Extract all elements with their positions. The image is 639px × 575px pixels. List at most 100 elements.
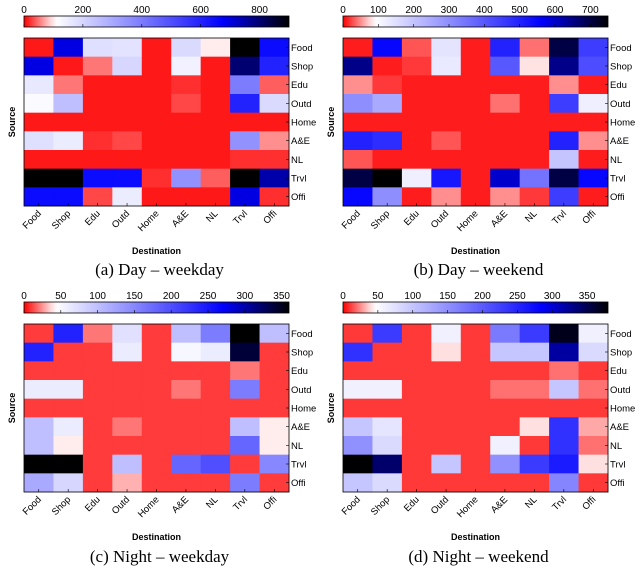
heatmap-cell	[200, 436, 231, 456]
heatmap-cell	[112, 187, 143, 207]
y-axis-label: Source	[7, 393, 17, 424]
y-tick-label: Shop	[610, 62, 632, 73]
heatmap-cell	[519, 187, 550, 207]
heatmap-cell	[372, 168, 403, 188]
heatmap-cell	[112, 324, 143, 344]
heatmap-cell	[171, 361, 202, 381]
heatmap-cell	[372, 38, 403, 58]
heatmap-cell	[490, 361, 521, 381]
heatmap-cell	[112, 112, 143, 132]
x-tick-label: Shop	[369, 208, 392, 231]
heatmap-cell	[578, 131, 609, 151]
heatmap-cell	[24, 168, 54, 188]
heatmap-cell	[401, 131, 432, 151]
y-tick-label: Outd	[291, 99, 312, 110]
x-tick-label: Food	[340, 208, 363, 231]
y-tick-label: Shop	[291, 62, 313, 73]
heatmap-cell	[490, 38, 521, 58]
heatmap-cell	[200, 187, 231, 207]
heatmap-cell	[460, 417, 491, 437]
heatmap-cell	[171, 324, 202, 344]
heatmap-cell	[82, 324, 113, 344]
colorbar-tick-label: 100	[89, 291, 106, 302]
heatmap-cell	[578, 94, 609, 114]
heatmap-cell	[24, 324, 54, 344]
heatmap-cell	[343, 324, 373, 344]
heatmap-cell	[343, 112, 373, 132]
y-tick-label: Home	[610, 118, 635, 129]
heatmap-cell	[343, 56, 373, 76]
heatmap-cell	[82, 150, 113, 170]
heatmap-cell	[519, 38, 550, 58]
heatmap-cell	[578, 324, 609, 344]
x-tick-label: NL	[204, 494, 220, 510]
y-tick-label: Home	[610, 404, 635, 415]
heatmap-cell	[141, 131, 172, 151]
y-tick-label: Food	[291, 329, 313, 340]
heatmap-cell	[343, 436, 373, 456]
heatmap-cell	[230, 187, 260, 207]
heatmap-cell	[490, 436, 521, 456]
heatmap-cell	[112, 75, 143, 95]
heatmap-cell	[200, 168, 231, 188]
x-tick-label: Food	[21, 208, 44, 231]
heatmap-cell	[259, 398, 290, 418]
colorbar-tick-label: 300	[544, 291, 561, 302]
heatmap-cell	[230, 324, 260, 344]
heatmap-cell	[82, 187, 113, 207]
heatmap-cell	[171, 94, 202, 114]
heatmap-cell	[578, 342, 609, 362]
x-tick-label: A&E	[170, 494, 191, 515]
colorbar-tick-label: 0	[340, 291, 346, 302]
y-tick-label: A&E	[610, 136, 629, 147]
heatmap-cell	[431, 380, 462, 400]
colorbar-tick-label: 600	[547, 5, 564, 16]
heatmap-cell	[460, 112, 491, 132]
colorbar-tick-label: 50	[55, 291, 67, 302]
heatmap-cell	[141, 75, 172, 95]
heatmap-cell	[53, 168, 84, 188]
heatmap-cell	[431, 112, 462, 132]
heatmap-cell	[431, 94, 462, 114]
x-tick-label: NL	[523, 208, 539, 224]
heatmap-cell	[230, 38, 260, 58]
heatmap-cell	[53, 94, 84, 114]
heatmap-cell	[578, 398, 609, 418]
heatmap-cell	[549, 187, 579, 207]
colorbar-tick-label: 150	[439, 291, 456, 302]
heatmap-cell	[200, 454, 231, 474]
y-axis-label: Source	[326, 107, 336, 138]
caption-c: (c) Night – weekday	[89, 547, 230, 566]
heatmap-cell	[401, 168, 432, 188]
y-axis-label: Source	[7, 107, 17, 138]
heatmap-cell	[401, 361, 432, 381]
heatmap-cell	[112, 361, 143, 381]
colorbar-tick-label: 250	[509, 291, 526, 302]
heatmap-cell	[460, 187, 491, 207]
heatmap-cell	[490, 150, 521, 170]
heatmap-cell	[230, 417, 260, 437]
caption-b: (b) Day – weekend	[413, 260, 544, 279]
colorbar-tick-label: 100	[370, 5, 387, 16]
heatmap-cell	[372, 361, 403, 381]
heatmap-cell	[171, 112, 202, 132]
heatmap-cell	[24, 454, 54, 474]
x-axis-label: Destination	[451, 532, 500, 542]
heatmap-cell	[578, 56, 609, 76]
heatmap-cell	[578, 38, 609, 58]
heatmap-cell	[578, 168, 609, 188]
heatmap-cell	[259, 150, 290, 170]
heatmap-cell	[549, 417, 579, 437]
heatmap-cell	[549, 473, 579, 493]
x-tick-label: Trvl	[550, 208, 569, 227]
heatmap-cell	[171, 131, 202, 151]
heatmap-cell	[141, 168, 172, 188]
heatmap-cell	[200, 324, 231, 344]
x-tick-label: A&E	[489, 494, 510, 515]
y-tick-label: Outd	[610, 99, 631, 110]
heatmap-cell	[431, 150, 462, 170]
heatmap-cell	[401, 38, 432, 58]
heatmap-cell	[200, 361, 231, 381]
heatmap-cell	[200, 342, 231, 362]
heatmap-cell	[401, 398, 432, 418]
